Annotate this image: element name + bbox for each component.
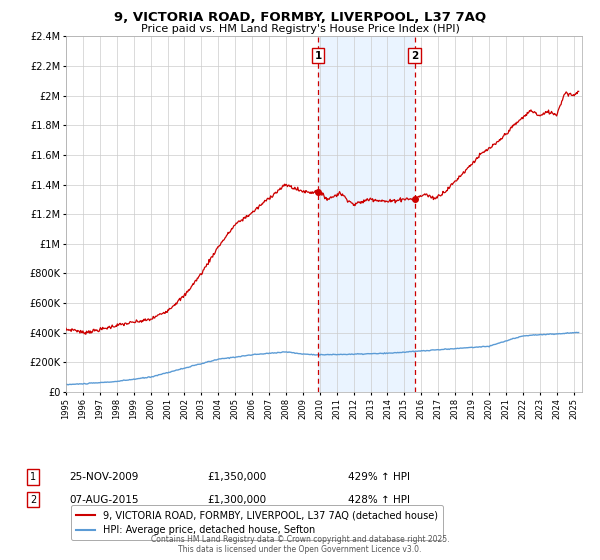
Text: 429% ↑ HPI: 429% ↑ HPI [348,472,410,482]
Bar [318,36,415,392]
Text: 2: 2 [30,494,36,505]
Text: £1,350,000: £1,350,000 [207,472,266,482]
Text: Contains HM Land Registry data © Crown copyright and database right 2025.
This d: Contains HM Land Registry data © Crown c… [151,535,449,554]
Text: 25-NOV-2009: 25-NOV-2009 [69,472,139,482]
Text: 2: 2 [411,50,418,60]
Legend: 9, VICTORIA ROAD, FORMBY, LIVERPOOL, L37 7AQ (detached house), HPI: Average pric: 9, VICTORIA ROAD, FORMBY, LIVERPOOL, L37… [71,505,443,540]
Text: 1: 1 [30,472,36,482]
Text: 1: 1 [314,50,322,60]
Text: 428% ↑ HPI: 428% ↑ HPI [348,494,410,505]
Text: 07-AUG-2015: 07-AUG-2015 [69,494,139,505]
Text: £1,300,000: £1,300,000 [207,494,266,505]
Text: Price paid vs. HM Land Registry's House Price Index (HPI): Price paid vs. HM Land Registry's House … [140,24,460,34]
Text: 9, VICTORIA ROAD, FORMBY, LIVERPOOL, L37 7AQ: 9, VICTORIA ROAD, FORMBY, LIVERPOOL, L37… [114,11,486,24]
